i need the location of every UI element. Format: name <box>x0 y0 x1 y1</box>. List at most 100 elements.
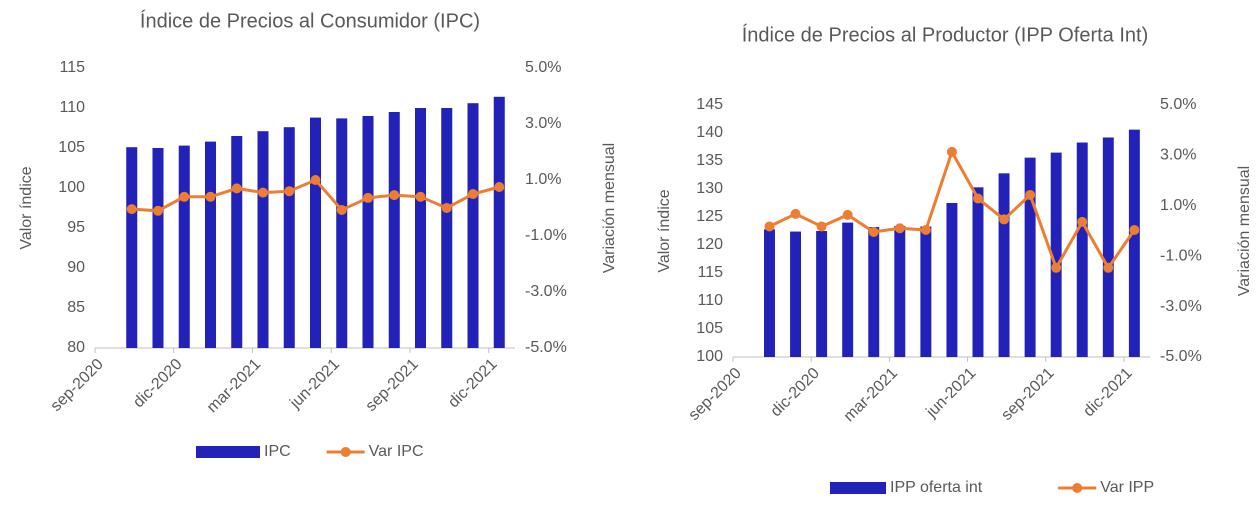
bar <box>1076 142 1088 357</box>
y-tick-label: 135 <box>696 152 723 169</box>
x-tick-label: dic-2020 <box>130 356 186 412</box>
marker <box>816 221 827 232</box>
x-tick-label: mar-2021 <box>841 365 902 426</box>
legend-label: Var IPC <box>369 443 424 460</box>
y2-tick-label: -1.0% <box>1160 247 1202 264</box>
bar <box>894 225 906 357</box>
marker <box>153 205 163 216</box>
marker <box>258 187 268 198</box>
x-tick-label: sep-2020 <box>48 356 107 415</box>
legend-label: IPC <box>264 443 291 460</box>
marker <box>231 183 242 194</box>
y-tick-label: 80 <box>67 339 85 356</box>
x-tick-label: dic-2020 <box>768 365 824 421</box>
x-tick-label: mar-2021 <box>204 356 265 417</box>
bar <box>126 147 138 348</box>
bar <box>946 203 958 357</box>
marker <box>1103 262 1114 273</box>
marker <box>336 204 347 215</box>
marker <box>894 223 905 234</box>
bar <box>441 108 453 348</box>
marker <box>284 186 295 197</box>
y-tick-label: 130 <box>696 180 723 197</box>
y2-tick-label: 1.0% <box>525 171 561 188</box>
marker <box>389 190 400 201</box>
x-tick-label: sep-2021 <box>363 356 422 415</box>
marker <box>441 203 452 213</box>
x-tick-label: dic-2021 <box>1080 365 1136 421</box>
chart-title: Índice de Precios al Productor (IPP Ofer… <box>742 23 1148 46</box>
marker <box>764 221 775 232</box>
bar <box>764 229 775 357</box>
y-tick-label: 140 <box>696 124 723 141</box>
y2-tick-label: 5.0% <box>525 59 561 76</box>
bar <box>1128 129 1140 357</box>
y2-axis-label: Variación mensual <box>601 143 618 273</box>
y-tick-label: 85 <box>67 299 85 316</box>
y-tick-label: 125 <box>696 208 723 225</box>
y-tick-label: 145 <box>696 96 723 113</box>
y-tick-label: 110 <box>59 99 85 116</box>
bar <box>493 96 505 348</box>
y2-tick-label: 5.0% <box>1160 96 1196 113</box>
bar <box>152 148 164 348</box>
bar <box>362 116 374 348</box>
legend-label: Var IPP <box>1100 479 1154 496</box>
bar <box>231 136 243 348</box>
bar <box>972 187 984 357</box>
legend-marker <box>340 447 351 457</box>
y2-tick-label: -5.0% <box>525 339 567 356</box>
y2-tick-label: 3.0% <box>525 115 561 132</box>
y2-tick-label: -5.0% <box>1160 348 1202 365</box>
y-tick-label: 90 <box>67 259 85 276</box>
marker <box>468 189 478 199</box>
x-tick-label: sep-2020 <box>686 365 745 424</box>
y-axis-label: Valor índice <box>18 166 35 249</box>
legend-swatch <box>830 482 886 494</box>
marker <box>310 175 321 185</box>
bar <box>790 231 802 357</box>
x-tick-label: jun-2021 <box>286 356 343 413</box>
y-tick-label: 105 <box>58 139 85 156</box>
y2-tick-label: -3.0% <box>525 283 567 300</box>
marker <box>1025 189 1036 200</box>
y-tick-label: 115 <box>697 264 723 281</box>
bar <box>920 226 932 357</box>
marker <box>126 204 137 215</box>
marker <box>179 191 190 202</box>
legend-swatch <box>196 446 260 458</box>
marker <box>415 191 426 202</box>
marker <box>790 208 801 219</box>
bar <box>204 141 217 348</box>
y-tick-label: 100 <box>696 348 723 365</box>
marker <box>494 182 505 192</box>
marker <box>999 214 1010 225</box>
marker <box>842 209 853 220</box>
y-tick-label: 100 <box>58 179 85 196</box>
marker <box>1129 224 1140 235</box>
marker <box>946 146 957 157</box>
bar <box>283 127 295 348</box>
marker <box>972 193 983 204</box>
bar <box>1050 152 1062 357</box>
bar <box>414 108 427 348</box>
bar <box>1024 157 1036 357</box>
marker <box>205 191 216 202</box>
y-axis-label: Valor índice <box>656 189 673 272</box>
bar <box>1102 137 1114 357</box>
y-tick-label: 115 <box>59 59 85 76</box>
bar <box>998 173 1010 357</box>
bar <box>336 118 348 349</box>
bar <box>257 131 269 348</box>
y-tick-label: 105 <box>696 320 723 337</box>
y-tick-label: 110 <box>697 292 723 309</box>
y2-tick-label: -1.0% <box>525 227 567 244</box>
chart-title: Índice de Precios al Consumidor (IPC) <box>140 9 480 32</box>
bar <box>388 112 400 348</box>
bar <box>467 103 479 348</box>
bar <box>842 222 854 357</box>
marker <box>1051 262 1062 273</box>
x-tick-label: dic-2021 <box>445 356 501 412</box>
bar <box>868 227 880 357</box>
